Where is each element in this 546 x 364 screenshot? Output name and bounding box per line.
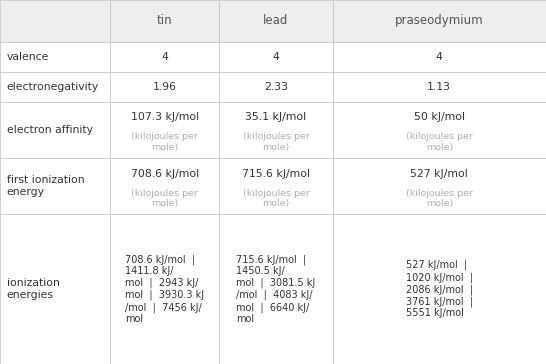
Text: 715.6 kJ/mol  |
1450.5 kJ/
mol  |  3081.5 kJ
/mol  |  4083 kJ/
mol  |  6640 kJ/
: 715.6 kJ/mol | 1450.5 kJ/ mol | 3081.5 k… xyxy=(236,254,316,324)
Bar xyxy=(333,42,546,72)
Text: 4: 4 xyxy=(272,52,280,62)
Text: (kilojoules per
mole): (kilojoules per mole) xyxy=(242,132,310,152)
Bar xyxy=(110,42,219,72)
Bar xyxy=(333,158,546,214)
Text: (kilojoules per
mole): (kilojoules per mole) xyxy=(131,189,198,208)
Bar xyxy=(219,158,333,214)
Bar xyxy=(333,72,546,102)
Text: electronegativity: electronegativity xyxy=(7,82,99,92)
Text: 4: 4 xyxy=(161,52,168,62)
Bar xyxy=(0,214,110,364)
Text: ionization
energies: ionization energies xyxy=(7,278,60,300)
Text: praseodymium: praseodymium xyxy=(395,15,484,27)
Bar xyxy=(333,102,546,158)
Text: lead: lead xyxy=(263,15,289,27)
Text: 708.6 kJ/mol: 708.6 kJ/mol xyxy=(130,169,199,179)
Bar xyxy=(0,158,110,214)
Text: 35.1 kJ/mol: 35.1 kJ/mol xyxy=(246,112,306,122)
Text: 1.96: 1.96 xyxy=(153,82,176,92)
Text: 708.6 kJ/mol  |
1411.8 kJ/
mol  |  2943 kJ/
mol  |  3930.3 kJ
/mol  |  7456 kJ/
: 708.6 kJ/mol | 1411.8 kJ/ mol | 2943 kJ/… xyxy=(125,254,204,324)
Text: (kilojoules per
mole): (kilojoules per mole) xyxy=(406,189,473,208)
Text: 715.6 kJ/mol: 715.6 kJ/mol xyxy=(242,169,310,179)
Text: 107.3 kJ/mol: 107.3 kJ/mol xyxy=(130,112,199,122)
Bar xyxy=(110,72,219,102)
Bar xyxy=(219,42,333,72)
Bar xyxy=(110,214,219,364)
Text: 527 kJ/mol  |
1020 kJ/mol  |
2086 kJ/mol  |
3761 kJ/mol  |
5551 kJ/mol: 527 kJ/mol | 1020 kJ/mol | 2086 kJ/mol |… xyxy=(406,260,473,318)
Text: tin: tin xyxy=(157,15,173,27)
Bar xyxy=(0,0,110,42)
Bar xyxy=(110,102,219,158)
Bar xyxy=(219,0,333,42)
Bar xyxy=(110,0,219,42)
Bar xyxy=(110,158,219,214)
Text: 2.33: 2.33 xyxy=(264,82,288,92)
Bar xyxy=(219,214,333,364)
Text: 527 kJ/mol: 527 kJ/mol xyxy=(411,169,468,179)
Text: 4: 4 xyxy=(436,52,443,62)
Text: (kilojoules per
mole): (kilojoules per mole) xyxy=(131,132,198,152)
Text: valence: valence xyxy=(7,52,49,62)
Text: 50 kJ/mol: 50 kJ/mol xyxy=(414,112,465,122)
Text: (kilojoules per
mole): (kilojoules per mole) xyxy=(406,132,473,152)
Bar xyxy=(219,102,333,158)
Bar xyxy=(0,42,110,72)
Text: 1.13: 1.13 xyxy=(428,82,451,92)
Bar xyxy=(0,102,110,158)
Bar xyxy=(333,214,546,364)
Text: (kilojoules per
mole): (kilojoules per mole) xyxy=(242,189,310,208)
Text: electron affinity: electron affinity xyxy=(7,125,93,135)
Text: first ionization
energy: first ionization energy xyxy=(7,175,84,197)
Bar xyxy=(333,0,546,42)
Bar xyxy=(219,72,333,102)
Bar xyxy=(0,72,110,102)
